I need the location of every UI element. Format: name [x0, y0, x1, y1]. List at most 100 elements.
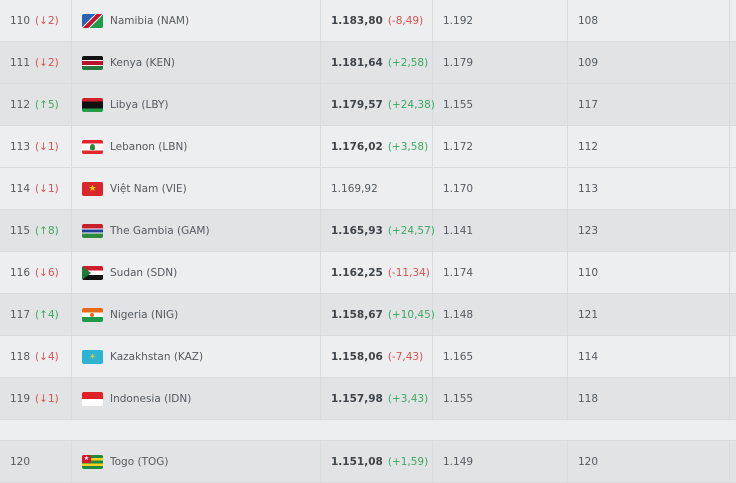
previous-points-cell: 1.149: [433, 441, 568, 482]
points-change: (+3,43): [387, 392, 429, 405]
rank: 111: [10, 56, 31, 69]
previous-rank-cell: 108: [568, 0, 730, 41]
table-row[interactable]: 110 (↓2) Namibia (NAM) 1.183,80 (-8,49) 1.192…: [0, 0, 736, 42]
extra-cell: [730, 42, 736, 83]
country-name[interactable]: Sudan (SDN): [110, 266, 178, 279]
rank: 119: [10, 392, 31, 405]
country-cell[interactable]: Libya (LBY): [72, 84, 321, 125]
extra-cell: [730, 252, 736, 293]
previous-points: 1.174: [443, 266, 474, 279]
country-cell[interactable]: Nigeria (NIG): [72, 294, 321, 335]
rank-cell: 117 (↑4): [0, 294, 72, 335]
previous-points: 1.192: [443, 14, 474, 27]
table-row[interactable]: 118 (↓4) ☀ Kazakhstan (KAZ) 1.158,06 (-7,43) 1…: [0, 336, 736, 378]
country-cell[interactable]: The Gambia (GAM): [72, 210, 321, 251]
country-name[interactable]: Việt Nam (VIE): [110, 182, 187, 195]
extra-cell: [730, 168, 736, 209]
total-points: 1.176,02: [331, 140, 383, 153]
country-name[interactable]: Indonesia (IDN): [110, 392, 192, 405]
rank-cell: 111 (↓2): [0, 42, 72, 83]
flag-gam-icon: [82, 223, 103, 238]
total-points: 1.157,98: [331, 392, 383, 405]
points-change: (-11,34): [387, 266, 430, 279]
table-row[interactable]: 117 (↑4) Nigeria (NIG) 1.158,67 (+10,45) 1.14…: [0, 294, 736, 336]
country-cell[interactable]: Lebanon (LBN): [72, 126, 321, 167]
previous-points-cell: 1.170: [433, 168, 568, 209]
previous-rank: 109: [578, 56, 599, 69]
points-cell: 1.176,02 (+3,58): [321, 126, 433, 167]
previous-points-cell: 1.165: [433, 336, 568, 377]
flag-ken-icon: [82, 55, 103, 70]
country-name[interactable]: The Gambia (GAM): [110, 224, 210, 237]
previous-rank-cell: 109: [568, 42, 730, 83]
previous-rank: 112: [578, 140, 599, 153]
country-cell[interactable]: Kenya (KEN): [72, 42, 321, 83]
table-row[interactable]: 116 (↓6) Sudan (SDN) 1.162,25 (-11,34) 1.174 1…: [0, 252, 736, 294]
country-name[interactable]: Libya (LBY): [110, 98, 169, 111]
rank: 110: [10, 14, 31, 27]
previous-points: 1.149: [443, 455, 474, 468]
table-row[interactable]: 112 (↑5) Libya (LBY) 1.179,57 (+24,38) 1.155 1…: [0, 84, 736, 126]
country-cell[interactable]: ☀ Kazakhstan (KAZ): [72, 336, 321, 377]
previous-points: 1.141: [443, 224, 474, 237]
flag-lbn-icon: [82, 139, 103, 154]
previous-points: 1.172: [443, 140, 474, 153]
country-name[interactable]: Togo (TOG): [110, 455, 169, 468]
previous-points-cell: 1.192: [433, 0, 568, 41]
points-cell: 1.157,98 (+3,43): [321, 378, 433, 419]
previous-points-cell: 1.148: [433, 294, 568, 335]
rank: 113: [10, 140, 31, 153]
rank-change: (↓1): [35, 392, 59, 405]
rank: 120: [10, 455, 31, 468]
table-row[interactable]: 111 (↓2) Kenya (KEN) 1.181,64 (+2,58) 1.179 10…: [0, 42, 736, 84]
previous-rank-cell: 113: [568, 168, 730, 209]
country-name[interactable]: Kazakhstan (KAZ): [110, 350, 204, 363]
table-row[interactable]: 114 (↓1) ★ Việt Nam (VIE) 1.169,92 1.170 113: [0, 168, 736, 210]
country-cell[interactable]: Sudan (SDN): [72, 252, 321, 293]
rank-cell: 116 (↓6): [0, 252, 72, 293]
points-change: (-7,43): [387, 350, 424, 363]
previous-rank: 118: [578, 392, 599, 405]
table-row[interactable]: 113 (↓1) Lebanon (LBN) 1.176,02 (+3,58) 1.172…: [0, 126, 736, 168]
rank-cell: 114 (↓1): [0, 168, 72, 209]
flag-vie-icon: ★: [82, 181, 103, 196]
country-cell[interactable]: Indonesia (IDN): [72, 378, 321, 419]
previous-rank-cell: 123: [568, 210, 730, 251]
previous-rank-cell: 118: [568, 378, 730, 419]
table-row[interactable]: 119 (↓1) Indonesia (IDN) 1.157,98 (+3,43) 1.1…: [0, 378, 736, 420]
total-points: 1.169,92: [331, 182, 378, 195]
previous-points: 1.155: [443, 392, 474, 405]
country-name[interactable]: Kenya (KEN): [110, 56, 176, 69]
rank-change: (↑8): [35, 224, 59, 237]
previous-rank: 113: [578, 182, 599, 195]
rank-change: (↓4): [35, 350, 59, 363]
country-cell[interactable]: Togo (TOG): [72, 441, 321, 482]
points-change: (+24,57): [387, 224, 435, 237]
country-cell[interactable]: Namibia (NAM): [72, 0, 321, 41]
rank-cell: 120: [0, 441, 72, 482]
previous-rank: 120: [578, 455, 599, 468]
previous-points: 1.155: [443, 98, 474, 111]
previous-rank-cell: 110: [568, 252, 730, 293]
previous-points-cell: 1.174: [433, 252, 568, 293]
total-points: 1.181,64: [331, 56, 383, 69]
rank: 116: [10, 266, 31, 279]
flag-idn-icon: [82, 391, 103, 406]
country-name[interactable]: Namibia (NAM): [110, 14, 190, 27]
total-points: 1.179,57: [331, 98, 383, 111]
previous-rank: 108: [578, 14, 599, 27]
previous-points-cell: 1.141: [433, 210, 568, 251]
previous-rank-cell: 112: [568, 126, 730, 167]
points-cell: 1.183,80 (-8,49): [321, 0, 433, 41]
country-name[interactable]: Lebanon (LBN): [110, 140, 188, 153]
country-name[interactable]: Nigeria (NIG): [110, 308, 179, 321]
table-row[interactable]: 120 Togo (TOG) 1.151,08 (+1,59) 1.149 120: [0, 441, 736, 483]
previous-points: 1.170: [443, 182, 474, 195]
extra-cell: [730, 0, 736, 41]
total-points: 1.158,67: [331, 308, 383, 321]
table-row[interactable]: 115 (↑8) The Gambia (GAM) 1.165,93 (+24,57) 1…: [0, 210, 736, 252]
previous-points: 1.179: [443, 56, 474, 69]
extra-cell: [730, 336, 736, 377]
country-cell[interactable]: ★ Việt Nam (VIE): [72, 168, 321, 209]
points-cell: 1.158,67 (+10,45): [321, 294, 435, 335]
